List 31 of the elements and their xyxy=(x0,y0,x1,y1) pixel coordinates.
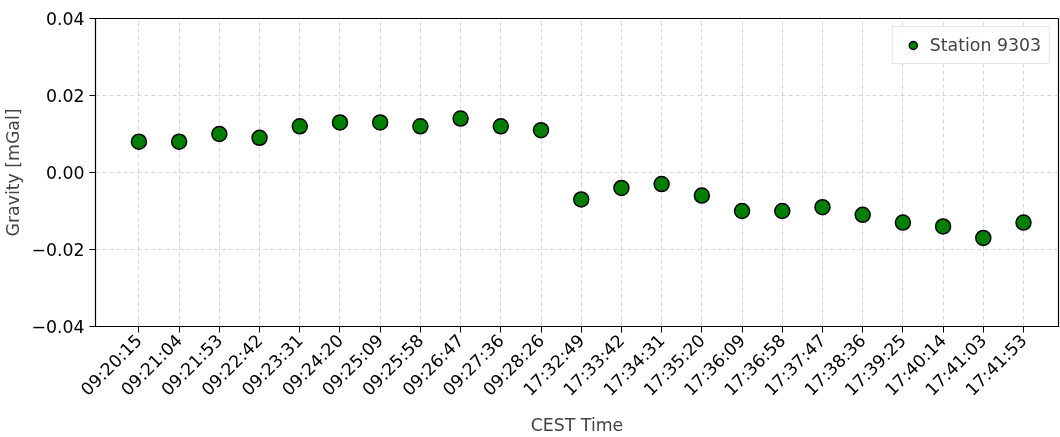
point xyxy=(371,114,389,131)
point xyxy=(412,118,429,135)
point xyxy=(854,206,871,224)
point xyxy=(492,118,510,135)
y-tick-label: 0.02 xyxy=(45,86,85,106)
y-tick-label: −0.02 xyxy=(31,240,85,260)
y-tick-label: 0.04 xyxy=(45,9,85,29)
point xyxy=(452,110,469,127)
point xyxy=(975,229,992,247)
point xyxy=(331,114,349,131)
point xyxy=(934,218,952,235)
point xyxy=(572,191,590,208)
point xyxy=(130,133,148,150)
point xyxy=(894,214,912,231)
point xyxy=(693,187,711,204)
point xyxy=(532,121,550,139)
y-axis-title: Gravity [mGal] xyxy=(3,108,24,237)
y-tick-label: −0.04 xyxy=(31,317,85,337)
x-axis-title: CEST Time xyxy=(530,414,624,435)
point xyxy=(613,179,630,197)
point xyxy=(211,125,228,143)
point xyxy=(251,129,268,147)
point xyxy=(1015,214,1032,231)
point xyxy=(814,198,831,216)
point xyxy=(653,175,670,193)
point xyxy=(170,133,188,150)
legend-label: Station 9303 xyxy=(929,35,1041,55)
point xyxy=(291,118,309,135)
point xyxy=(774,202,791,220)
y-tick-label: 0.00 xyxy=(45,163,85,183)
point xyxy=(733,202,751,220)
